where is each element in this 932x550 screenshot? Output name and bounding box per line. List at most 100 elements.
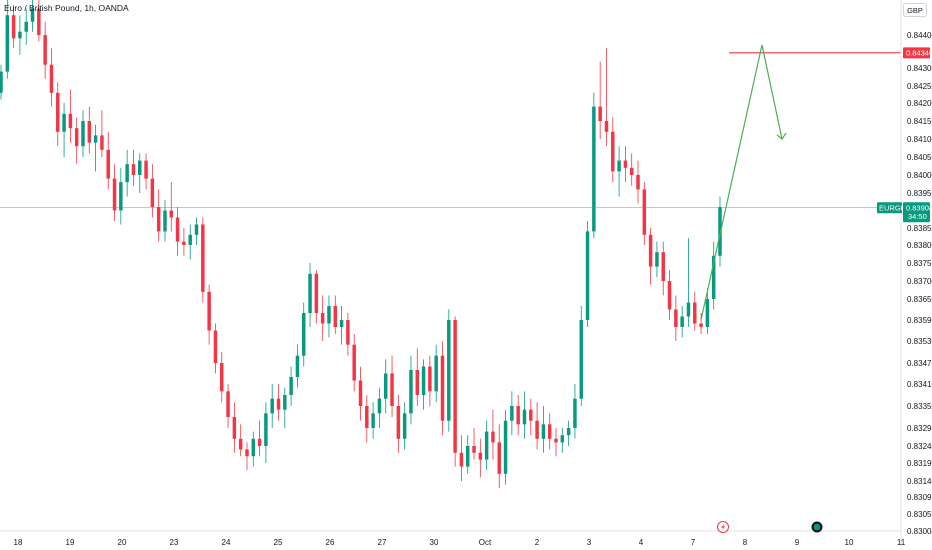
projection-path [700, 44, 783, 321]
candle [541, 406, 546, 453]
candle [674, 295, 678, 341]
candle [320, 295, 325, 341]
candle-body [125, 164, 129, 183]
candle-body [554, 438, 558, 443]
currency-button[interactable]: GBP [903, 3, 927, 17]
candle [352, 334, 356, 392]
candle [24, 8, 28, 45]
candle [37, 0, 41, 42]
candle-body [667, 281, 672, 310]
candle-body [131, 164, 136, 175]
candle [655, 241, 659, 278]
candle-body [194, 224, 199, 235]
lightning-icon[interactable] [717, 521, 729, 533]
candle [453, 316, 457, 467]
candle [693, 291, 697, 331]
time-tick-label: 3 [587, 538, 592, 547]
candle [573, 384, 577, 439]
candle-body [516, 406, 520, 425]
time-tick-label: 26 [326, 538, 335, 547]
candle-body [289, 377, 293, 395]
candle [194, 217, 199, 245]
candle [188, 224, 192, 260]
candle-body [383, 373, 388, 399]
candle-body [440, 355, 445, 421]
candle [648, 228, 653, 285]
candle [629, 153, 634, 186]
candle [220, 352, 224, 403]
candle [49, 48, 54, 107]
candle-body [484, 431, 489, 460]
candle-body [592, 106, 596, 232]
candle-body [428, 366, 432, 392]
candle [566, 420, 571, 446]
candle [314, 270, 319, 324]
candle [81, 110, 85, 157]
candle-body [522, 409, 527, 425]
candle [617, 146, 621, 197]
candle [257, 420, 262, 457]
candle [87, 106, 92, 154]
time-axis[interactable]: 18 19 20 23 24 25 26 27 30 Oct 2 3 4 7 8 9 10 11 [14, 538, 906, 547]
candle [112, 164, 117, 221]
candle [144, 153, 148, 190]
candle-body [472, 446, 476, 453]
candle-body [346, 320, 350, 345]
candle [295, 344, 300, 388]
candle [264, 402, 268, 463]
candle-body [81, 121, 85, 147]
time-tick-label: 20 [118, 538, 127, 547]
candle-body [566, 428, 571, 436]
candle [201, 217, 205, 303]
candle-body [711, 255, 716, 299]
price-tick-label: 0.83004 [907, 527, 932, 536]
candle-body [680, 316, 684, 327]
candle-body [585, 231, 590, 320]
candle [434, 344, 438, 403]
candle-body [510, 406, 514, 421]
candle [510, 391, 514, 436]
candle-body [421, 366, 426, 395]
time-tick-label: 4 [639, 538, 644, 547]
candle [43, 21, 47, 79]
candle [30, 0, 35, 32]
candle [547, 413, 552, 450]
candle-body [276, 398, 281, 410]
candle [150, 164, 155, 218]
candle [5, 0, 10, 79]
candle-body [333, 306, 338, 327]
candle-body [648, 234, 653, 267]
candle [125, 149, 129, 197]
candle-body [699, 323, 703, 327]
target-price-badge [903, 47, 930, 59]
candle [529, 398, 533, 436]
candle [346, 313, 350, 356]
candle-body [283, 395, 287, 410]
candle-body [138, 160, 142, 175]
candle [276, 384, 281, 421]
candle [333, 295, 338, 334]
candle [100, 110, 104, 157]
symbol-badge-label: EURGBP [879, 203, 911, 212]
candle-body [201, 224, 205, 292]
candle [302, 302, 306, 367]
candle [11, 5, 16, 49]
candle-body [655, 252, 659, 267]
candle [579, 306, 583, 406]
candle-body [226, 391, 230, 417]
candle [686, 238, 691, 327]
economic-event-icon[interactable] [811, 521, 823, 533]
candle [182, 228, 186, 256]
